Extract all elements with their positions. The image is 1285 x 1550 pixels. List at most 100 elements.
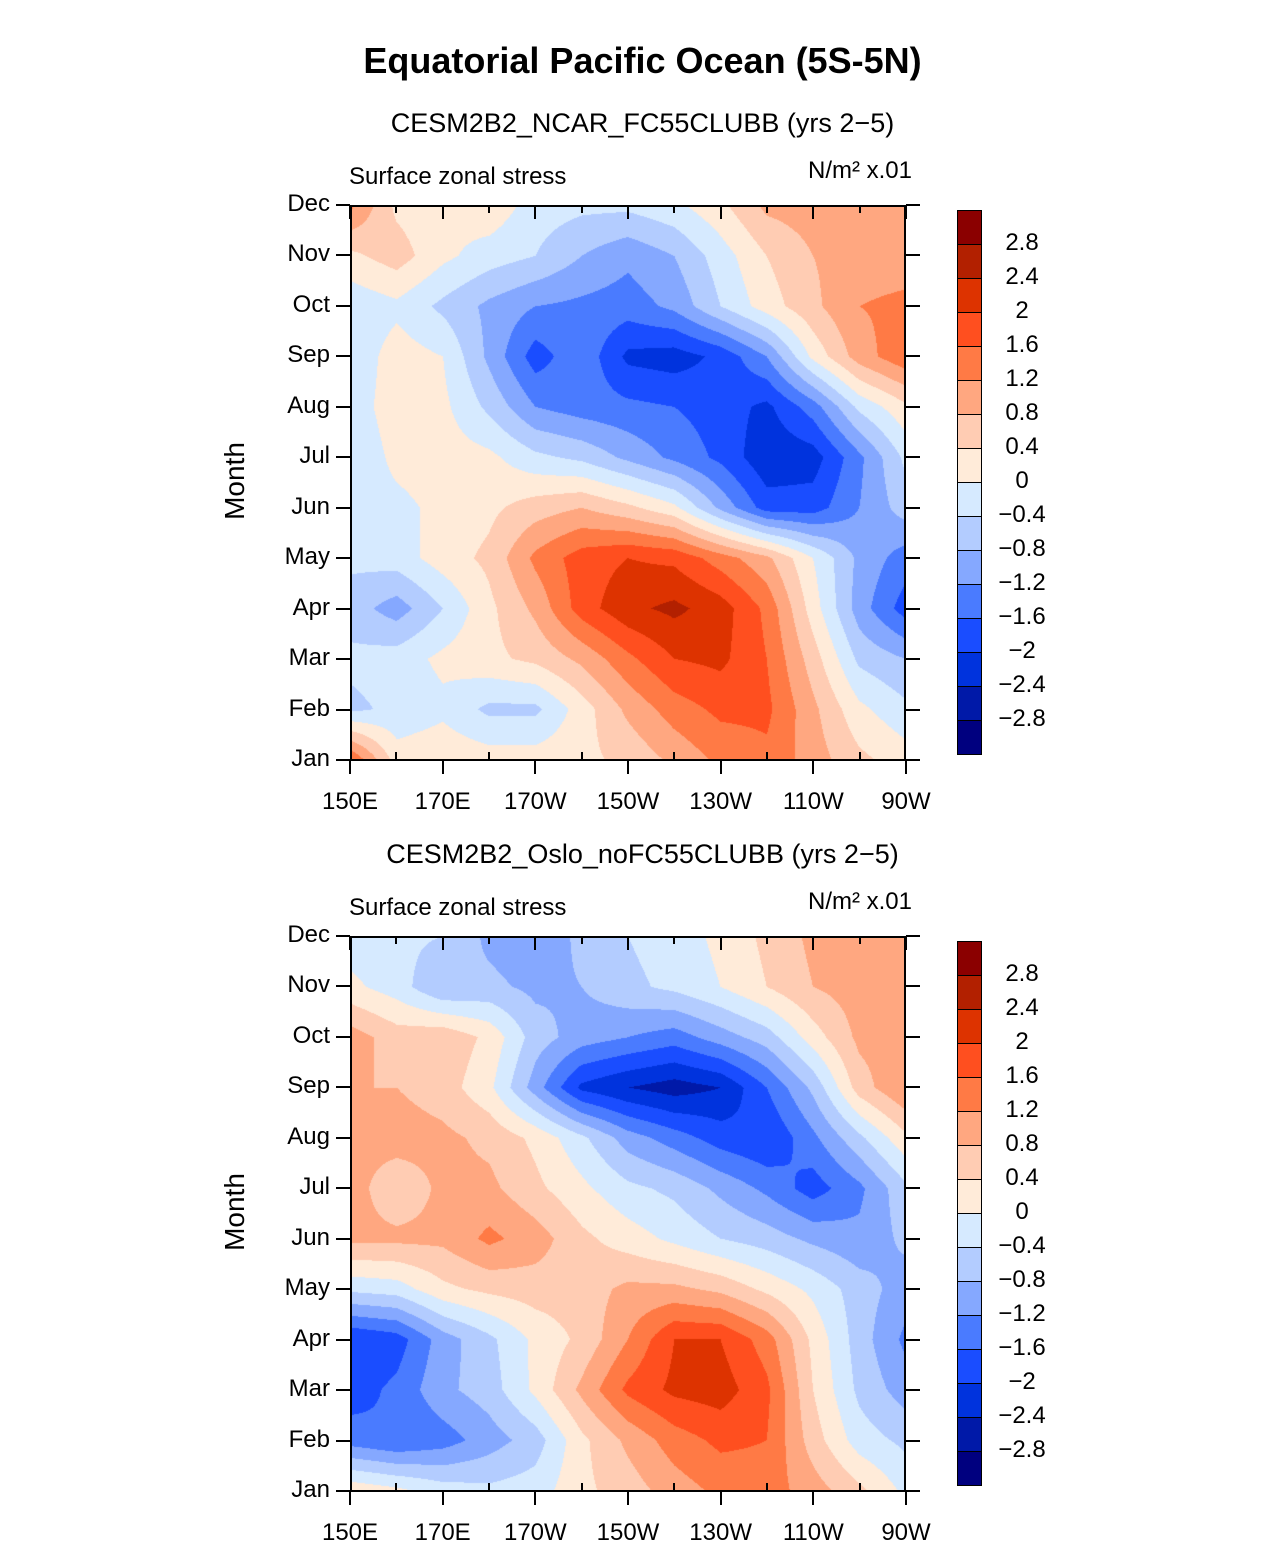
x-tick-label: 170E (414, 788, 471, 815)
colorbar-label: −0.4 (998, 501, 1046, 528)
x-tick-mark-top (349, 936, 351, 950)
x-tick-mark-top (719, 205, 722, 219)
panel-units: N/m² x.01 (807, 888, 912, 915)
colorbar-label: 0.4 (1005, 1164, 1039, 1191)
y-tick-mark-right (906, 1389, 920, 1392)
colorbar-bin (958, 211, 981, 245)
y-tick-label: Feb (288, 694, 330, 722)
colorbar-label: 2.4 (1005, 994, 1039, 1021)
y-tick-mark-right (906, 1187, 920, 1190)
colorbar-bin (958, 1044, 981, 1078)
x-minor-tick (580, 752, 583, 760)
x-tick-mark (349, 760, 351, 774)
y-tick-label: Oct (292, 290, 330, 318)
colorbar-bin (958, 1316, 981, 1350)
y-tick-mark (336, 1490, 350, 1492)
y-tick-mark (336, 1237, 350, 1240)
y-tick-mark (336, 1035, 350, 1038)
colorbar-label: 2.8 (1005, 229, 1039, 256)
y-tick-mark-right (906, 557, 920, 560)
colorbar-bin (958, 517, 981, 551)
colorbar-label: −2 (1008, 1368, 1036, 1395)
colorbar-bin (958, 347, 981, 381)
x-minor-tick-top (858, 936, 861, 944)
x-tick-mark (905, 1491, 907, 1505)
x-tick-label: 150W (596, 788, 660, 815)
y-tick-label: Dec (287, 190, 330, 217)
x-tick-mark (719, 760, 722, 774)
y-tick-mark (336, 1288, 350, 1291)
panel-variable-label: Surface zonal stress (349, 163, 567, 190)
colorbar-label: −0.8 (998, 1266, 1046, 1293)
colorbar-bin (958, 1248, 981, 1282)
y-tick-mark (336, 405, 350, 408)
x-minor-tick (673, 752, 676, 760)
x-tick-mark-top (719, 936, 722, 950)
x-tick-mark (534, 1491, 537, 1505)
y-tick-mark (336, 607, 350, 610)
x-tick-mark-top (812, 936, 815, 950)
x-tick-mark-top (812, 205, 815, 219)
y-tick-mark (336, 304, 350, 307)
colorbar-label: 1.2 (1005, 365, 1039, 392)
y-tick-mark-right (906, 355, 920, 358)
x-minor-tick (395, 752, 398, 760)
y-tick-mark-right (906, 935, 920, 937)
y-tick-label: Jun (291, 492, 330, 520)
x-tick-label: 170W (503, 1519, 567, 1546)
plot-frame (350, 205, 906, 761)
y-tick-mark-right (906, 1136, 920, 1139)
panel-variable-label: Surface zonal stress (349, 894, 567, 921)
y-tick-label: Jan (291, 1476, 330, 1503)
x-minor-tick (858, 1483, 861, 1491)
x-minor-tick (488, 752, 490, 760)
y-tick-label: Nov (287, 971, 330, 999)
colorbar (957, 210, 982, 755)
y-tick-mark (336, 759, 350, 761)
colorbar-bin (958, 1010, 981, 1044)
y-tick-label: Aug (287, 1122, 330, 1150)
colorbar-bin (958, 1112, 981, 1146)
y-tick-mark-right (906, 405, 920, 408)
x-tick-mark (534, 760, 537, 774)
x-minor-tick (395, 1483, 398, 1491)
colorbar-bin (958, 449, 981, 483)
y-tick-label: Nov (287, 240, 330, 268)
x-tick-label: 150E (321, 1519, 379, 1546)
x-tick-mark-top (534, 936, 537, 950)
y-tick-label: Feb (288, 1425, 330, 1453)
x-minor-tick-top (395, 936, 398, 944)
colorbar-label: −2.4 (998, 1402, 1046, 1429)
colorbar-label: 2.4 (1005, 263, 1039, 290)
y-tick-mark (336, 557, 350, 560)
colorbar-bin (958, 551, 981, 585)
x-tick-mark-top (534, 205, 537, 219)
y-tick-label: Mar (288, 644, 330, 672)
colorbar-label: 0 (1015, 467, 1029, 494)
colorbar-bin (958, 942, 981, 976)
colorbar-bin (958, 1146, 981, 1180)
x-tick-mark (627, 1491, 629, 1505)
y-tick-mark (336, 506, 350, 509)
y-tick-mark (336, 935, 350, 937)
x-minor-tick (858, 752, 861, 760)
x-tick-label: 90W (881, 1519, 931, 1546)
colorbar-bin (958, 1078, 981, 1112)
colorbar-label: −1.2 (998, 1300, 1046, 1327)
colorbar-label: 0.4 (1005, 433, 1039, 460)
colorbar-label: −0.8 (998, 535, 1046, 562)
colorbar-label: 2 (1015, 1028, 1029, 1055)
colorbar-bin (958, 1418, 981, 1452)
colorbar-bin (958, 1452, 981, 1486)
x-minor-tick (488, 1483, 490, 1491)
y-tick-mark (336, 1136, 350, 1139)
x-tick-label: 90W (881, 788, 931, 815)
y-tick-mark (336, 1338, 350, 1341)
y-tick-label: May (284, 543, 330, 571)
colorbar-bin (958, 1214, 981, 1248)
y-tick-mark (336, 456, 350, 459)
contour-field (350, 205, 906, 760)
y-tick-mark-right (906, 254, 920, 257)
x-tick-mark (627, 760, 629, 774)
y-tick-mark (336, 985, 350, 988)
